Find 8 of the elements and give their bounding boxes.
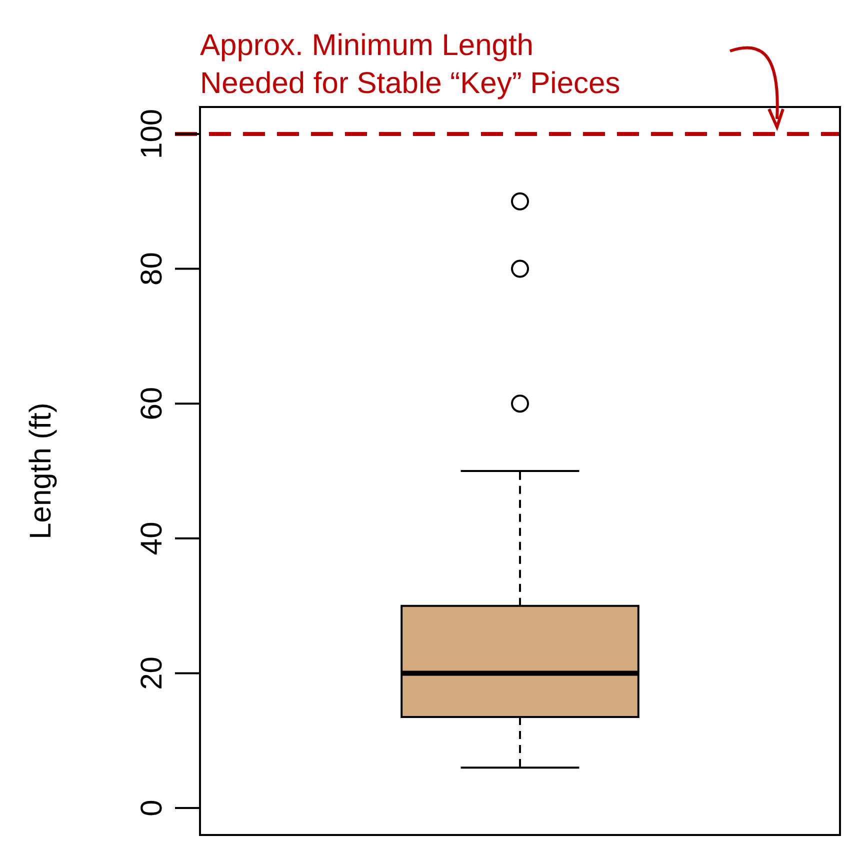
y-tick-label: 80 [135,252,168,286]
y-tick-label: 40 [135,522,168,556]
y-tick-label: 100 [135,108,168,159]
y-axis-title: Length (ft) [24,402,58,540]
ref-line-label: Approx. Minimum Length Needed for Stable “Key” Pieces [200,29,620,100]
y-tick-label: 20 [135,656,168,690]
y-tick-label: 0 [135,800,168,816]
y-tick-label: 60 [135,386,168,420]
